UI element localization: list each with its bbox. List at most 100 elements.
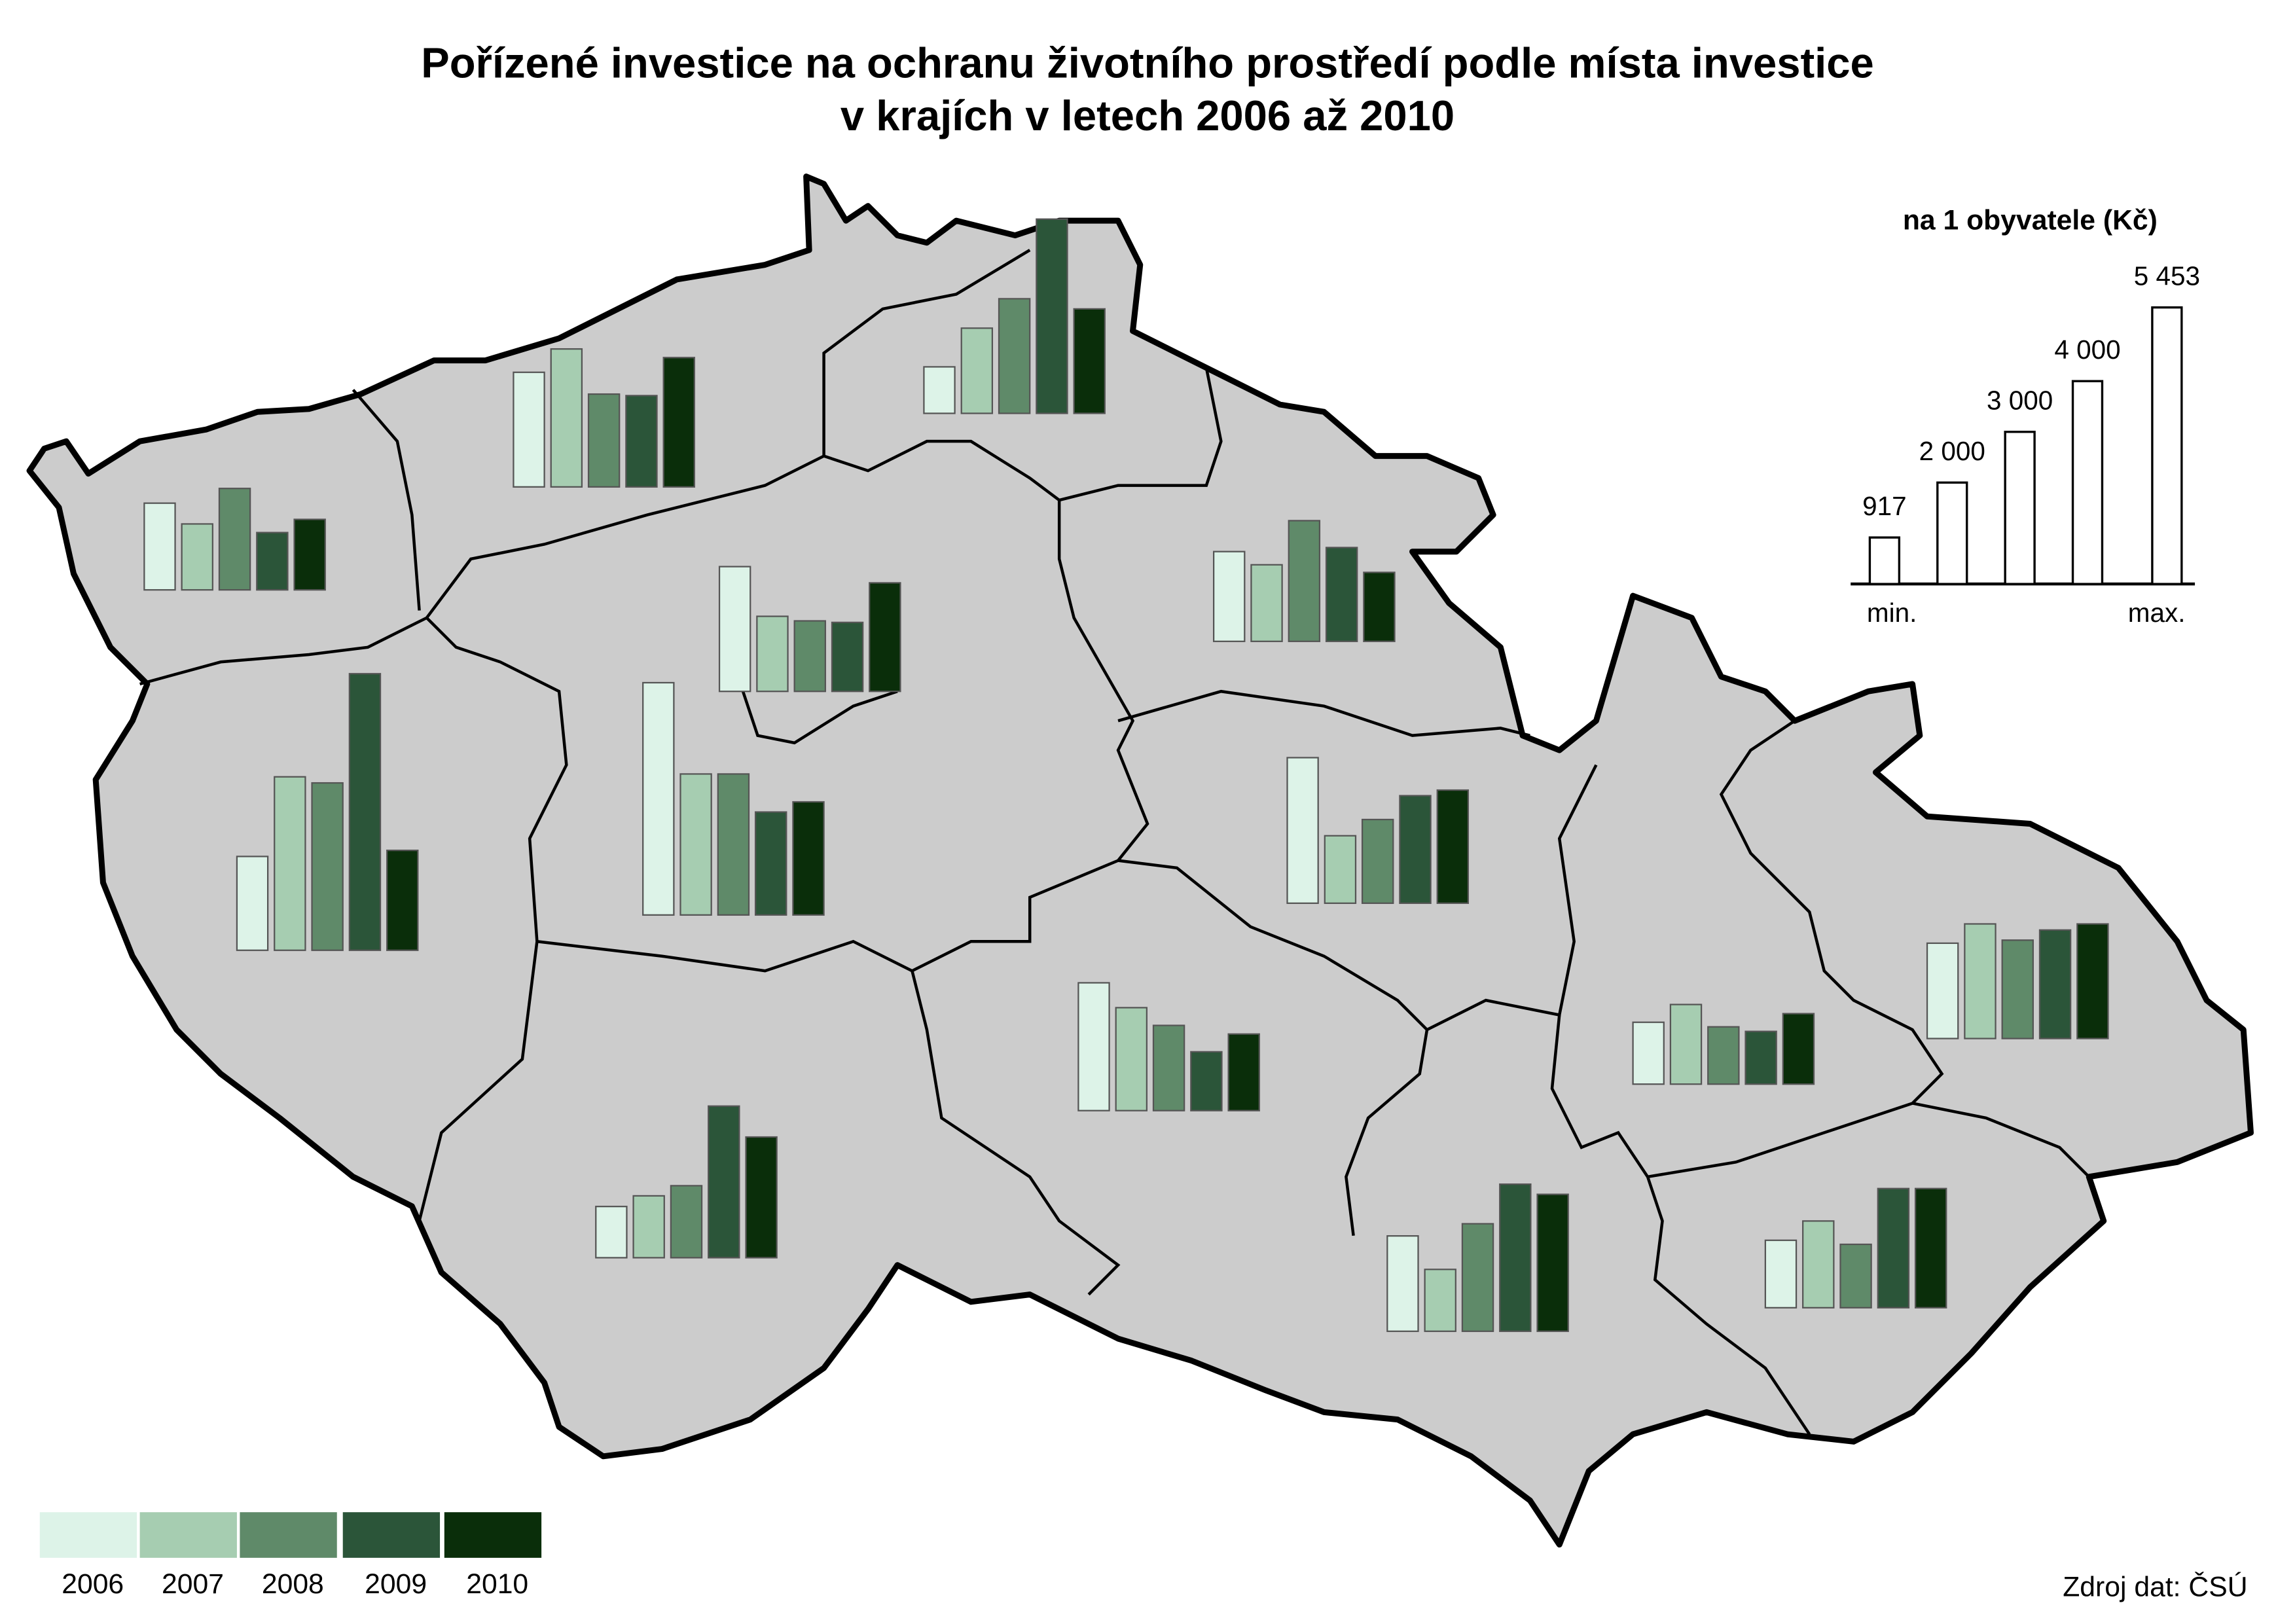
region-bar <box>998 298 1031 414</box>
region-bar <box>595 1206 628 1259</box>
region-bar <box>1877 1187 1910 1308</box>
source: Zdroj dat: ČSÚ <box>2063 1571 2247 1602</box>
region-bar <box>793 620 826 693</box>
title-line: v krajích v letech 2006 až 2010 <box>840 92 1455 139</box>
region-bar <box>642 681 675 916</box>
legend-label: 2006 <box>62 1568 124 1600</box>
border <box>1426 764 1598 1032</box>
region-bar <box>718 566 751 693</box>
region-bar <box>756 615 789 693</box>
region-bar <box>960 327 994 414</box>
border <box>741 690 898 745</box>
region-bar <box>831 621 864 693</box>
region-bar <box>1424 1269 1456 1332</box>
region-bar <box>1839 1243 1872 1308</box>
region-bar <box>1286 757 1319 904</box>
region-bar <box>1707 1026 1740 1085</box>
border <box>537 500 1149 973</box>
region-bar <box>1190 1051 1223 1111</box>
border <box>418 617 568 1221</box>
title-line: Pořízené investice na ochranu životního … <box>421 39 1873 86</box>
scale-value-label: 3 000 <box>1987 385 2053 415</box>
scale-bar <box>2071 380 2104 585</box>
region-bar <box>348 673 382 951</box>
region-bar <box>1744 1030 1777 1085</box>
region-bar <box>1077 982 1110 1111</box>
legend-swatch <box>139 1512 237 1558</box>
region-bar <box>717 773 750 916</box>
region-bar <box>679 773 712 916</box>
region-bar <box>923 366 956 414</box>
border <box>1550 1015 1811 1435</box>
region-bar <box>1115 1007 1148 1111</box>
region-bar <box>745 1136 778 1259</box>
region-bar <box>1926 942 1959 1039</box>
region-bar <box>2076 923 2109 1039</box>
region-bar <box>1964 923 1997 1039</box>
region-bar <box>274 776 306 951</box>
region-bar <box>1399 795 1432 904</box>
region-bar <box>1632 1021 1665 1085</box>
region-bar <box>1152 1024 1185 1111</box>
scale-value-label: 4 000 <box>2054 334 2120 365</box>
region-bar <box>550 348 583 488</box>
legend-swatch <box>240 1512 337 1558</box>
region-bar <box>1764 1239 1798 1308</box>
scale-max-label: max. <box>2128 598 2186 628</box>
region-bar <box>1324 835 1357 904</box>
legend-label: 2010 <box>466 1568 528 1600</box>
legend-label: 2009 <box>365 1568 427 1600</box>
region-bar <box>869 582 901 693</box>
scale-value-label: 917 <box>1862 491 1906 521</box>
region-bar <box>1363 571 1396 642</box>
legend-swatch <box>342 1512 441 1558</box>
scale-bar <box>1936 481 1968 585</box>
border <box>1117 859 1429 1236</box>
scale-bar <box>2151 306 2183 585</box>
region-bar <box>662 357 695 488</box>
region-bar <box>670 1185 703 1259</box>
scale-value-label: 2 000 <box>1919 436 1985 466</box>
country-outline <box>26 173 2254 1548</box>
legend-label: 2008 <box>262 1568 324 1600</box>
region-bar <box>2001 939 2034 1039</box>
region-bar <box>1227 1033 1260 1111</box>
border <box>822 249 1031 456</box>
region-bar <box>1325 547 1358 642</box>
region-bar <box>386 849 419 951</box>
region-borders <box>139 249 2090 1435</box>
region-bar <box>1386 1235 1419 1332</box>
region-bar <box>1288 520 1321 642</box>
region-bar <box>2038 929 2072 1039</box>
border <box>1117 689 1530 737</box>
region-bar <box>236 856 269 951</box>
region-bar <box>708 1105 740 1259</box>
region-bar <box>1782 1013 1815 1085</box>
border <box>352 389 421 611</box>
region-bar <box>181 523 213 591</box>
region-bar <box>1669 1003 1703 1085</box>
scale-bar <box>2004 431 2036 585</box>
scale-bar <box>1868 536 1901 585</box>
legend-swatch <box>444 1512 542 1558</box>
region-bar <box>311 782 344 951</box>
region-bar <box>218 488 251 591</box>
region-bar <box>632 1195 665 1259</box>
region-bar <box>1536 1193 1569 1332</box>
region-bar <box>1802 1220 1835 1308</box>
region-bar <box>1361 818 1394 904</box>
region-bar <box>256 532 289 591</box>
region-bar <box>1436 789 1470 904</box>
scale-value-label: 5 453 <box>2134 261 2200 291</box>
region-bar <box>587 393 621 488</box>
region-bar <box>513 371 545 488</box>
region-bar <box>1914 1187 1947 1308</box>
border <box>1647 719 1944 1179</box>
region-bar <box>1461 1223 1494 1332</box>
region-bar <box>1036 218 1068 414</box>
scale-title: na 1 obyvatele (Kč) <box>1903 205 2158 236</box>
region-bar <box>293 518 326 591</box>
region-bar <box>792 801 825 916</box>
region-bar <box>1250 564 1283 642</box>
